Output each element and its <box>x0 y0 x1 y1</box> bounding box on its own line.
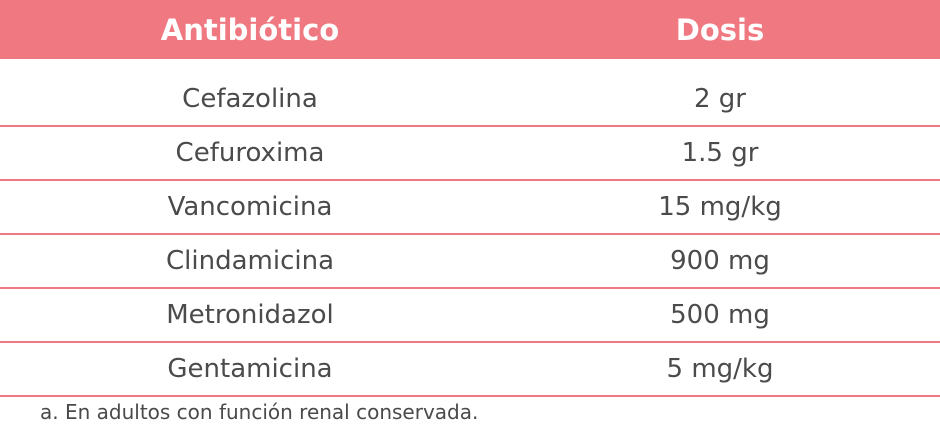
dose-cell: 5 mg/kg <box>666 354 774 384</box>
antibiotic-dose-table: Antibiótico Dosis Cefazolina 2 gr Cefuro… <box>0 0 940 397</box>
table-row: Vancomicina 15 mg/kg <box>0 181 940 235</box>
dose-cell: 15 mg/kg <box>658 192 782 222</box>
table-row: Cefuroxima 1.5 gr <box>0 127 940 181</box>
table-row: Metronidazol 500 mg <box>0 289 940 343</box>
header-antibiotic: Antibiótico <box>160 12 340 47</box>
table-header: Antibiótico Dosis <box>0 0 940 59</box>
dose-cell: 1.5 gr <box>681 138 759 168</box>
antibiotic-cell: Gentamicina <box>167 354 333 384</box>
antibiotic-cell: Cefuroxima <box>175 138 325 168</box>
antibiotic-cell: Metronidazol <box>166 300 334 330</box>
antibiotic-cell: Vancomicina <box>167 192 333 222</box>
table-row: Clindamicina 900 mg <box>0 235 940 289</box>
table-row: Gentamicina 5 mg/kg <box>0 343 940 397</box>
table-footnote: a. En adultos con función renal conserva… <box>40 400 479 424</box>
header-dose: Dosis <box>675 12 765 47</box>
dose-cell: 900 mg <box>670 246 770 276</box>
antibiotic-cell: Clindamicina <box>166 246 334 276</box>
dose-cell: 500 mg <box>670 300 770 330</box>
dose-cell: 2 gr <box>694 84 746 114</box>
table-row: Cefazolina 2 gr <box>0 59 940 127</box>
antibiotic-cell: Cefazolina <box>182 84 318 114</box>
